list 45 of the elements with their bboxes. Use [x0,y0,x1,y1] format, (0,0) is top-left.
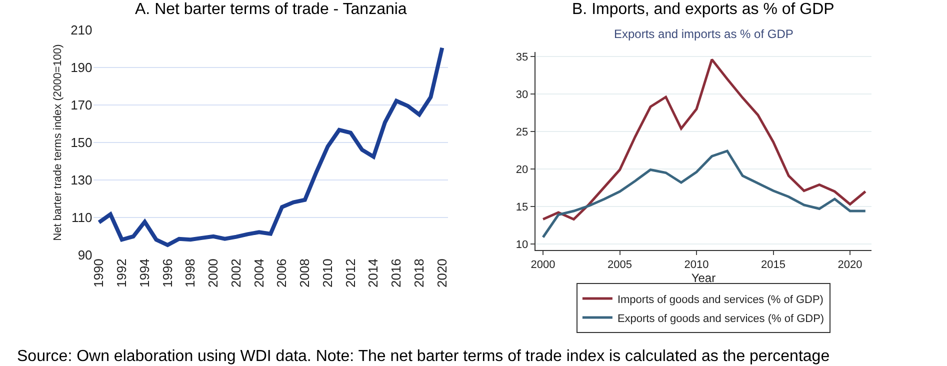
y-tick-label: 170 [70,98,92,113]
line-series [542,150,867,238]
x-tick-label: 2000 [206,258,221,288]
y-tick-label: 210 [70,22,92,38]
chart-subtitle: Exports and imports as % of GDP [614,27,794,41]
legend-label: Exports of goods and services (% of GDP) [617,312,824,325]
y-tick-label: 25 [516,126,528,138]
line-series [542,58,867,220]
x-tick-label: 2005 [608,259,632,272]
x-tick-label: 2014 [366,258,381,288]
x-tick-label: 2000 [530,259,556,272]
x-tick-label: 2008 [297,258,312,288]
y-tick-label: 10 [516,238,528,251]
x-tick-label: 2018 [412,258,426,288]
x-tick-label: 1994 [136,258,152,288]
y-tick-label: 190 [70,60,92,76]
legend-label: Imports of goods and services (% of GDP) [617,294,824,306]
y-tick-label: 150 [70,135,92,150]
y-tick-label: 35 [516,51,528,64]
x-tick-label: 2010 [320,258,335,288]
y-tick-label: 30 [516,88,528,101]
x-tick-label: 2010 [684,259,709,272]
x-tick-label: 2012 [342,258,358,288]
x-tick-label: 2002 [228,258,244,288]
x-tick-label: 2006 [274,258,290,288]
x-tick-label: 1998 [182,258,198,288]
x-tick-label: 1992 [114,258,130,288]
chart-title: B. Imports, and exports as % of GDP [572,1,834,18]
y-tick-label: 20 [516,164,528,176]
y-tick-label: 15 [516,201,528,214]
y-tick-label: 110 [72,210,92,226]
source-note: Source: Own elaboration using WDI data. Note: The net barter terms of trade index is calculated as the percentage [17,348,830,365]
x-tick-label: 2016 [388,258,404,288]
x-axis-title: Year [691,271,716,286]
chart-title: A. Net barter terms of trade - Tanzania [135,1,407,18]
x-tick-label: 1990 [91,258,106,288]
x-tick-label: 2004 [251,258,266,288]
x-tick-label: 2015 [761,259,786,272]
line-series [97,46,444,248]
x-tick-label: 2020 [434,258,450,288]
x-tick-label: 2020 [838,259,862,272]
y-tick-label: 130 [70,172,92,188]
y-tick-label: 90 [78,248,92,263]
y-axis-title: Net barter trade terms index (2000=100) [52,44,64,241]
x-tick-label: 1996 [160,258,175,288]
